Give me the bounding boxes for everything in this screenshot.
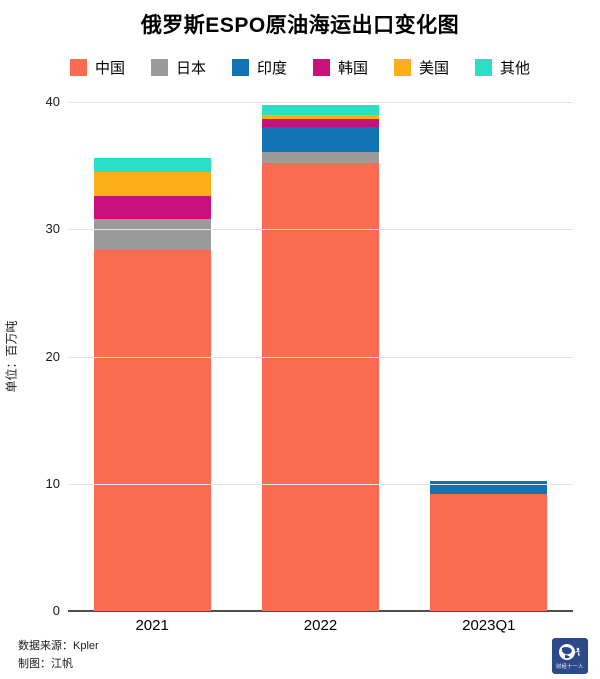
gridline-y-40 xyxy=(68,102,573,103)
chart-credit-note: 制图：江帆 xyxy=(18,658,73,670)
x-tick-label-2021: 2021 xyxy=(135,617,169,634)
chart-title: 俄罗斯ESPO原油海运出口变化图 xyxy=(140,14,460,37)
bar-2022 xyxy=(261,104,379,611)
bar-segment-2021-其他 xyxy=(93,158,211,173)
legend-item-印度: 印度 xyxy=(231,57,287,78)
legend-swatch-icon xyxy=(69,59,87,76)
bar-segment-2021-美国 xyxy=(93,172,211,197)
bar-segment-2022-其他 xyxy=(261,104,379,115)
x-axis-tick-labels: 2021 2022 2023Q1 xyxy=(68,617,573,634)
bar-segment-2022-印度 xyxy=(261,127,379,152)
legend-item-其他: 其他 xyxy=(475,57,530,78)
x-tick-label-2022: 2022 xyxy=(303,617,338,634)
legend-item-中国: 中国 xyxy=(69,57,125,78)
legend-item-日本: 日本 xyxy=(150,57,206,78)
bar-segment-2021-日本 xyxy=(93,219,211,250)
bar-2021 xyxy=(93,158,211,611)
bar-2023Q1 xyxy=(430,481,548,611)
publisher-logo-text: 财经十一人 xyxy=(556,664,584,670)
legend-label: 中国 xyxy=(94,60,125,77)
gridline-y-10 xyxy=(68,483,573,485)
legend-label: 韩国 xyxy=(338,60,369,77)
legend-swatch-icon xyxy=(313,59,330,76)
legend-label: 日本 xyxy=(175,60,206,77)
bar-segment-2022-中国 xyxy=(261,163,379,611)
legend-swatch-icon xyxy=(150,59,168,76)
y-tick-label-40: 40 xyxy=(45,94,60,109)
publisher-logo: 财经十一人 xyxy=(552,638,588,674)
gridline-y-20 xyxy=(68,356,573,358)
y-axis-label: 单位：百万吨 xyxy=(4,320,19,393)
y-tick-label-30: 30 xyxy=(45,221,60,237)
gridline-y-30 xyxy=(68,229,573,231)
bar-segment-2021-韩国 xyxy=(93,196,211,220)
y-tick-label-10: 10 xyxy=(45,475,60,491)
x-tick-label-2023Q1: 2023Q1 xyxy=(462,617,516,634)
globe-icon xyxy=(559,644,580,660)
bar-segment-2022-日本 xyxy=(261,151,379,164)
bars-container xyxy=(68,102,573,611)
chart-legend: 中国 日本 印度 韩国 美国 其他 xyxy=(0,57,600,78)
legend-swatch-icon xyxy=(475,59,493,76)
legend-label: 美国 xyxy=(419,60,450,77)
y-tick-label-0: 0 xyxy=(52,603,60,618)
legend-item-美国: 美国 xyxy=(394,57,449,78)
legend-label: 其他 xyxy=(500,60,531,77)
legend-label: 印度 xyxy=(256,60,287,77)
x-axis-line xyxy=(68,610,573,612)
plot-area xyxy=(68,102,573,612)
bar-segment-2022-韩国 xyxy=(261,118,379,128)
legend-item-韩国: 韩国 xyxy=(313,57,368,78)
y-tick-label-20: 20 xyxy=(45,348,60,364)
data-source-note: 数据来源：Kpler xyxy=(18,640,99,652)
bar-segment-2022-美国 xyxy=(261,114,379,119)
bar-segment-2023Q1-中国 xyxy=(430,493,548,611)
bar-segment-2021-中国 xyxy=(93,249,211,611)
legend-swatch-icon xyxy=(394,59,412,76)
legend-swatch-icon xyxy=(231,59,249,76)
